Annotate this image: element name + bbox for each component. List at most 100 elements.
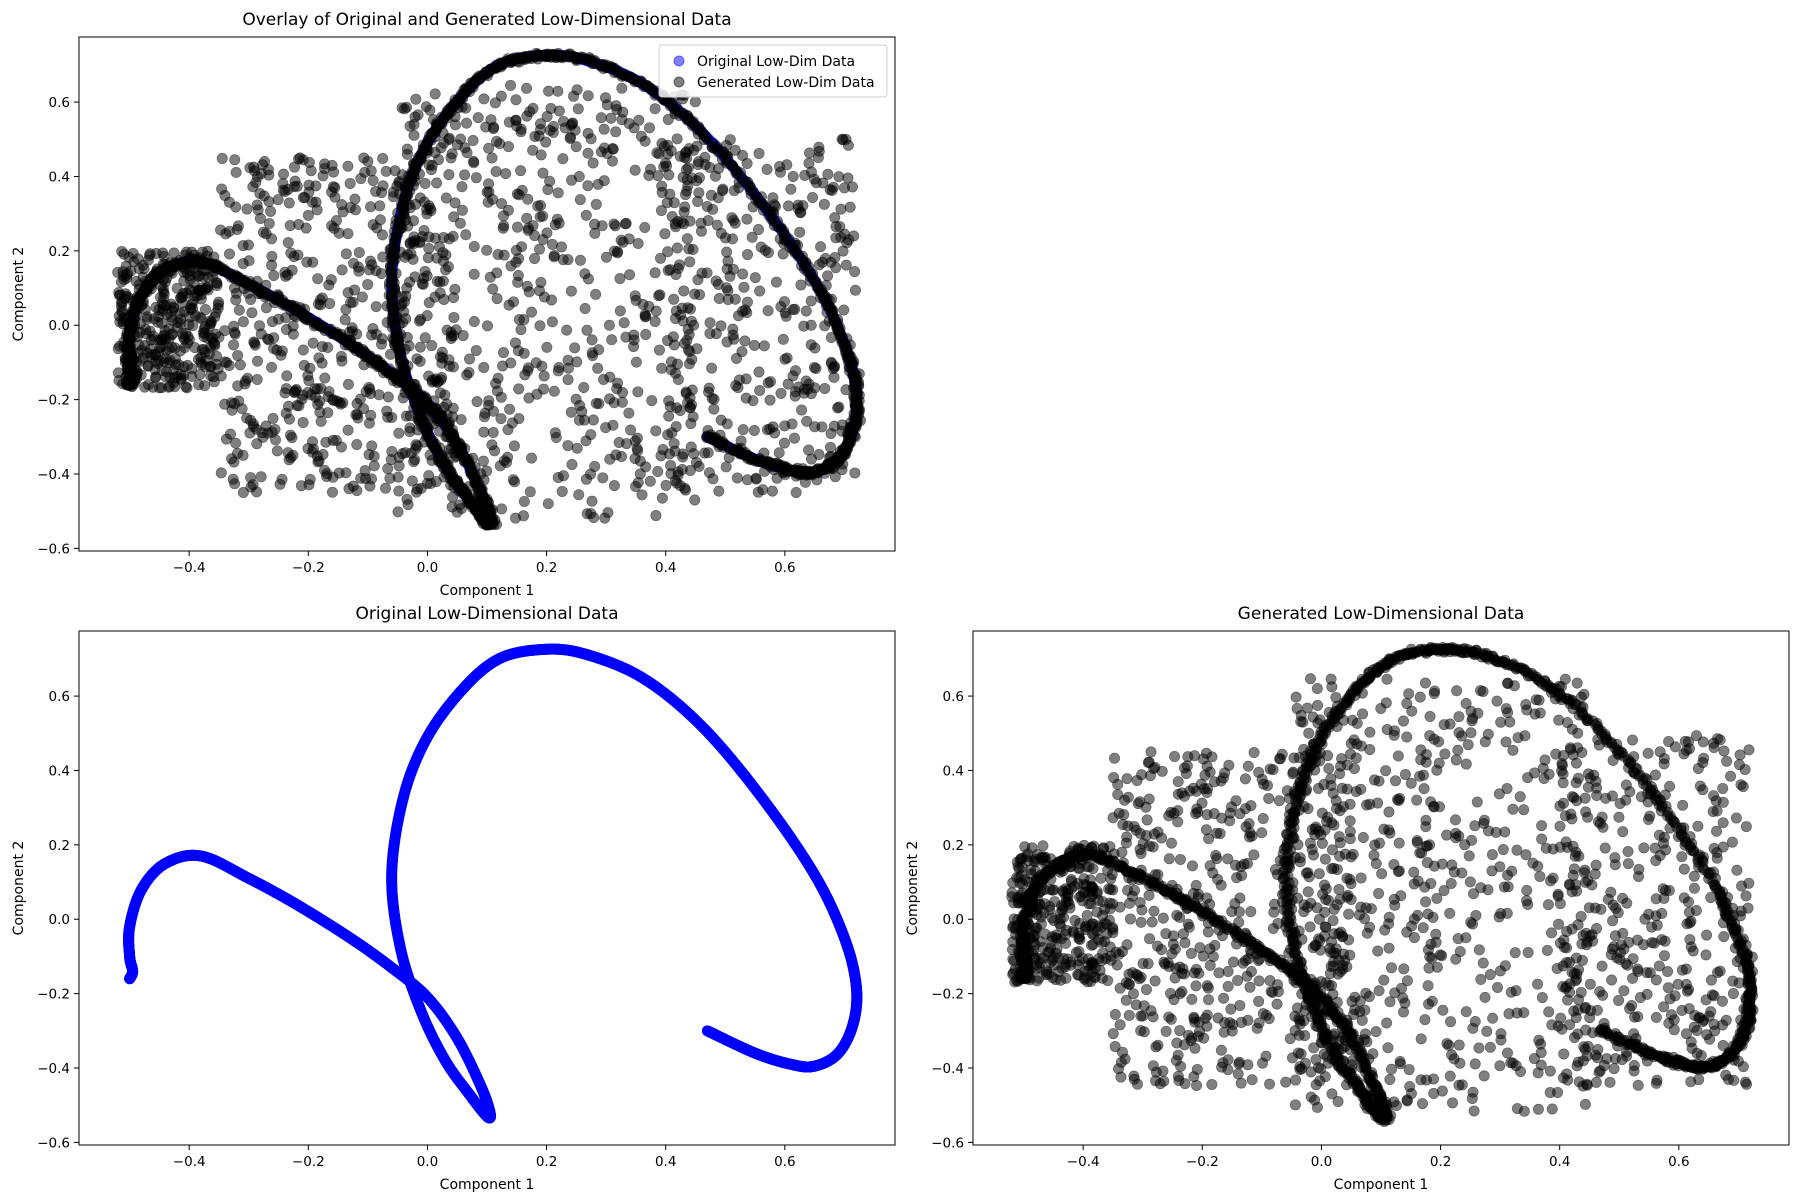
data-point: [708, 403, 720, 415]
data-point: [486, 439, 498, 451]
data-point: [694, 289, 706, 301]
data-point: [237, 240, 249, 252]
data-point: [533, 285, 545, 297]
data-point: [621, 438, 633, 450]
data-point: [835, 203, 847, 215]
data-point: [220, 228, 232, 240]
data-point: [340, 248, 352, 260]
data-point: [727, 263, 739, 275]
data-point: [522, 362, 534, 374]
data-point: [632, 386, 644, 398]
data-point: [146, 348, 158, 360]
data-point: [616, 396, 628, 408]
chart-panel-1: −0.4 −0.2 0.0 0.2 0.4 0.6−0.6−0.4−0.20.00.20.…: [11, 10, 896, 599]
y-axis-label: Component 2: [11, 247, 27, 342]
data-point: [572, 103, 584, 115]
data-point: [456, 204, 468, 216]
data-point: [593, 344, 605, 356]
data-point: [535, 149, 547, 161]
data-point: [268, 269, 280, 281]
data-point: [681, 233, 693, 245]
data-point: [478, 426, 490, 438]
data-point: [721, 418, 733, 430]
data-point: [679, 337, 691, 349]
data-point: [689, 96, 701, 108]
data-point: [538, 383, 550, 395]
data-point: [849, 266, 861, 278]
data-point: [461, 369, 473, 381]
data-point: [304, 473, 316, 485]
data-point: [382, 411, 394, 423]
data-point: [404, 120, 416, 132]
data-point: [271, 344, 283, 356]
data-point: [259, 155, 271, 167]
data-point: [125, 380, 137, 392]
data-point: [668, 293, 680, 305]
data-point: [317, 448, 329, 460]
data-point: [652, 465, 664, 477]
data-point: [491, 293, 503, 305]
data-point: [663, 169, 675, 181]
data-point: [578, 414, 590, 426]
data-point: [607, 143, 619, 155]
data-point: [329, 182, 341, 194]
data-point: [494, 138, 506, 150]
data-point: [443, 169, 455, 181]
data-point: [442, 261, 454, 273]
data-point: [456, 181, 468, 193]
data-point: [297, 344, 309, 356]
data-point: [316, 357, 328, 369]
data-point: [684, 256, 696, 268]
data-point: [841, 237, 853, 249]
data-point: [543, 85, 555, 97]
data-point: [695, 225, 707, 237]
data-point: [628, 329, 640, 341]
data-point: [510, 244, 522, 256]
data-point: [266, 233, 278, 245]
data-point: [668, 437, 680, 449]
data-point: [536, 360, 548, 372]
data-point: [732, 382, 744, 394]
data-point: [595, 146, 607, 158]
data-point: [788, 432, 800, 444]
data-point: [364, 255, 376, 267]
data-point: [687, 243, 699, 255]
data-point: [353, 247, 365, 259]
data-point: [513, 383, 525, 395]
data-point: [590, 397, 602, 409]
data-point: [527, 102, 539, 114]
data-point: [409, 454, 421, 466]
x-tick-label: −0.4: [173, 560, 206, 576]
data-point: [322, 341, 334, 353]
data-point: [251, 199, 263, 211]
data-point: [511, 188, 523, 200]
data-point: [194, 311, 206, 323]
data-point: [244, 162, 256, 174]
data-point: [616, 114, 628, 126]
data-point: [524, 486, 536, 498]
data-point: [562, 440, 574, 452]
data-point: [724, 134, 736, 146]
data-point: [656, 186, 668, 198]
data-point: [503, 116, 515, 128]
data-point: [303, 375, 315, 387]
data-point: [144, 325, 156, 337]
data-point: [497, 360, 509, 372]
data-point: [562, 374, 574, 386]
data-point: [682, 323, 694, 335]
data-point: [404, 426, 416, 438]
data-point: [392, 471, 404, 483]
data-point: [762, 305, 774, 317]
data-point: [150, 371, 162, 383]
data-point: [457, 330, 469, 342]
data-point: [610, 126, 622, 138]
data-point: [250, 423, 262, 435]
data-point: [522, 222, 534, 234]
legend-label: Generated Low-Dim Data: [697, 75, 875, 91]
data-point: [312, 273, 324, 285]
data-point: [426, 340, 438, 352]
data-point: [774, 161, 786, 173]
data-point: [512, 270, 524, 282]
data-point: [665, 145, 677, 157]
data-point: [359, 166, 371, 178]
